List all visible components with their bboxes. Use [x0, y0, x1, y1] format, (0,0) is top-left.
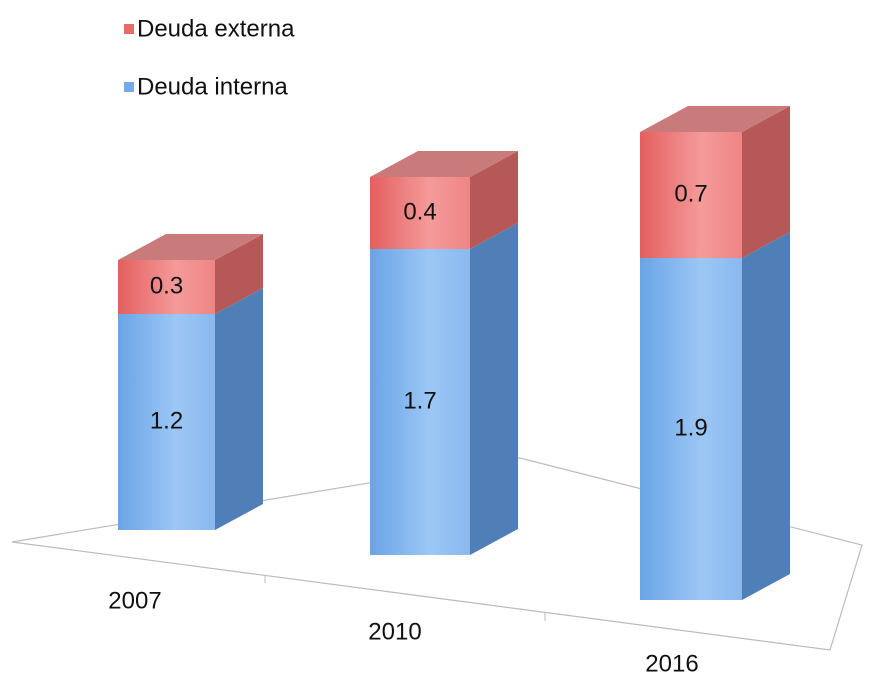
x-tick-label: 2007 [108, 587, 161, 614]
bar-segment [118, 314, 215, 530]
data-label: 0.4 [403, 198, 436, 225]
data-label: 0.7 [674, 180, 707, 207]
bar-top [640, 106, 790, 132]
bar-segment [640, 258, 742, 600]
bar-segment [370, 249, 470, 555]
bar-top [370, 151, 518, 177]
floor [11, 457, 863, 651]
bars: 1.2 0.3 1.7 0.4 1.9 0.7 [118, 106, 790, 600]
bar-side [742, 232, 790, 600]
bar-side [742, 106, 790, 258]
bar-side [215, 288, 263, 530]
data-label: 0.3 [150, 272, 183, 299]
bar-side [470, 151, 518, 249]
legend-label: Deuda externa [137, 15, 295, 42]
data-label: 1.2 [150, 407, 183, 434]
bar-top [118, 234, 263, 260]
data-label: 1.9 [674, 414, 707, 441]
bar-segment [370, 177, 470, 249]
bar-side [215, 234, 263, 314]
legend-swatch [124, 24, 134, 34]
data-label: 1.7 [403, 387, 436, 414]
bar-segment [118, 260, 215, 314]
bar-segment [640, 132, 742, 258]
legend-swatch [124, 82, 134, 92]
legend-label: Deuda interna [137, 73, 288, 100]
legend: Deuda externa Deuda interna [124, 15, 295, 100]
x-tick-label: 2010 [368, 618, 421, 645]
bar-side [470, 223, 518, 555]
x-tick-label: 2016 [645, 650, 698, 677]
